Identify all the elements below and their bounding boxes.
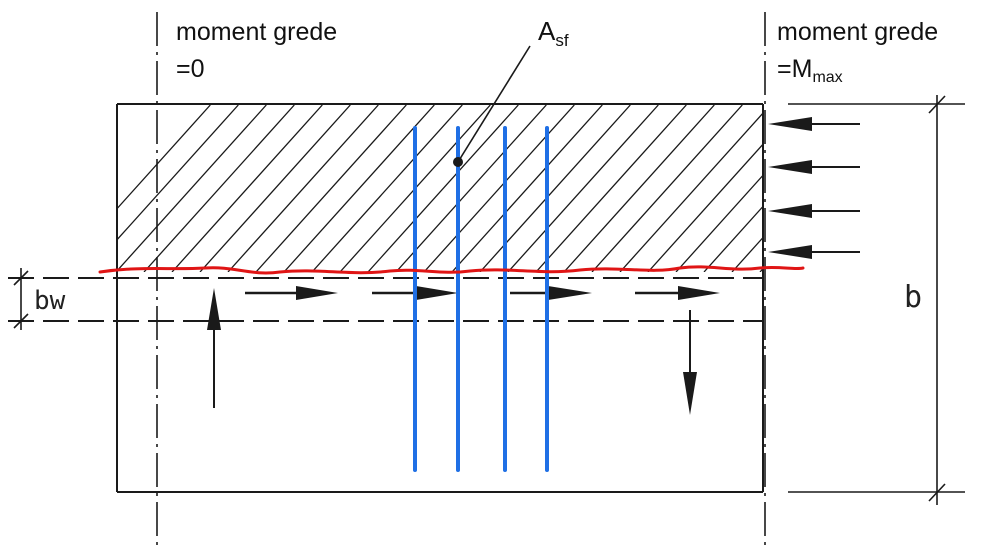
hatch-line	[507, 105, 659, 272]
b-tick-top	[928, 95, 946, 114]
b-tick-bottom	[928, 483, 946, 502]
compression-arrow	[768, 117, 860, 131]
shear-arrow	[372, 286, 458, 300]
hatch-line	[117, 105, 239, 241]
crack-line	[98, 265, 805, 275]
hatch-line	[675, 174, 763, 272]
hatch-line	[227, 105, 379, 272]
shear-plane-lines	[8, 277, 763, 322]
asf-leader	[453, 45, 531, 167]
hatch-line	[591, 105, 743, 272]
compression-arrows	[768, 117, 860, 259]
shear-arrow	[245, 286, 338, 300]
bw-tick-bottom	[13, 313, 29, 329]
hatch-line	[872, 105, 984, 272]
hatch-line	[423, 105, 575, 272]
flange-hatching	[117, 105, 984, 272]
hatch-line	[367, 105, 519, 272]
hatch-line	[199, 105, 351, 272]
bw-tick-top	[13, 270, 29, 286]
left-title-line2: =0	[176, 55, 205, 83]
b-dimension	[788, 95, 965, 505]
compression-arrow	[768, 204, 860, 218]
slab-outline	[116, 103, 764, 493]
shear-arrow	[635, 286, 720, 300]
hatch-line	[703, 205, 763, 272]
downward-arrow	[683, 310, 697, 415]
hatch-line	[900, 105, 984, 272]
hatch-line	[171, 105, 323, 272]
hatch-line	[535, 105, 687, 272]
shear-flow-arrows	[245, 286, 720, 300]
hatch-line	[844, 105, 984, 272]
compression-arrow	[768, 160, 860, 174]
transverse-reinforcement	[413, 126, 549, 472]
hatch-line	[479, 105, 631, 272]
hatch-line	[283, 105, 435, 272]
right-title-line1: moment grede	[777, 18, 938, 46]
hatch-line	[255, 105, 407, 272]
section-boundaries	[156, 12, 766, 548]
bw-label: bw	[34, 286, 66, 316]
asf-label: Asf	[538, 16, 569, 50]
hatch-line	[117, 105, 211, 210]
right-title-line2: =Mmax	[777, 55, 843, 86]
left-title-line1: moment grede	[176, 18, 337, 46]
hatch-line	[816, 105, 966, 272]
hatch-line	[311, 105, 463, 272]
shear-arrow	[510, 286, 592, 300]
hatch-line	[395, 105, 547, 272]
hatch-line	[647, 143, 763, 272]
hatch-line	[731, 236, 763, 272]
b-label: b	[904, 280, 922, 315]
bw-dimension	[13, 268, 29, 330]
hatch-line	[117, 105, 267, 272]
hatch-line	[451, 105, 603, 272]
hatch-line	[619, 112, 763, 272]
hatch-line	[143, 105, 295, 272]
hatch-line	[759, 267, 763, 272]
compression-arrow	[768, 245, 860, 259]
upward-arrow	[207, 288, 221, 408]
hatch-line	[563, 105, 715, 272]
